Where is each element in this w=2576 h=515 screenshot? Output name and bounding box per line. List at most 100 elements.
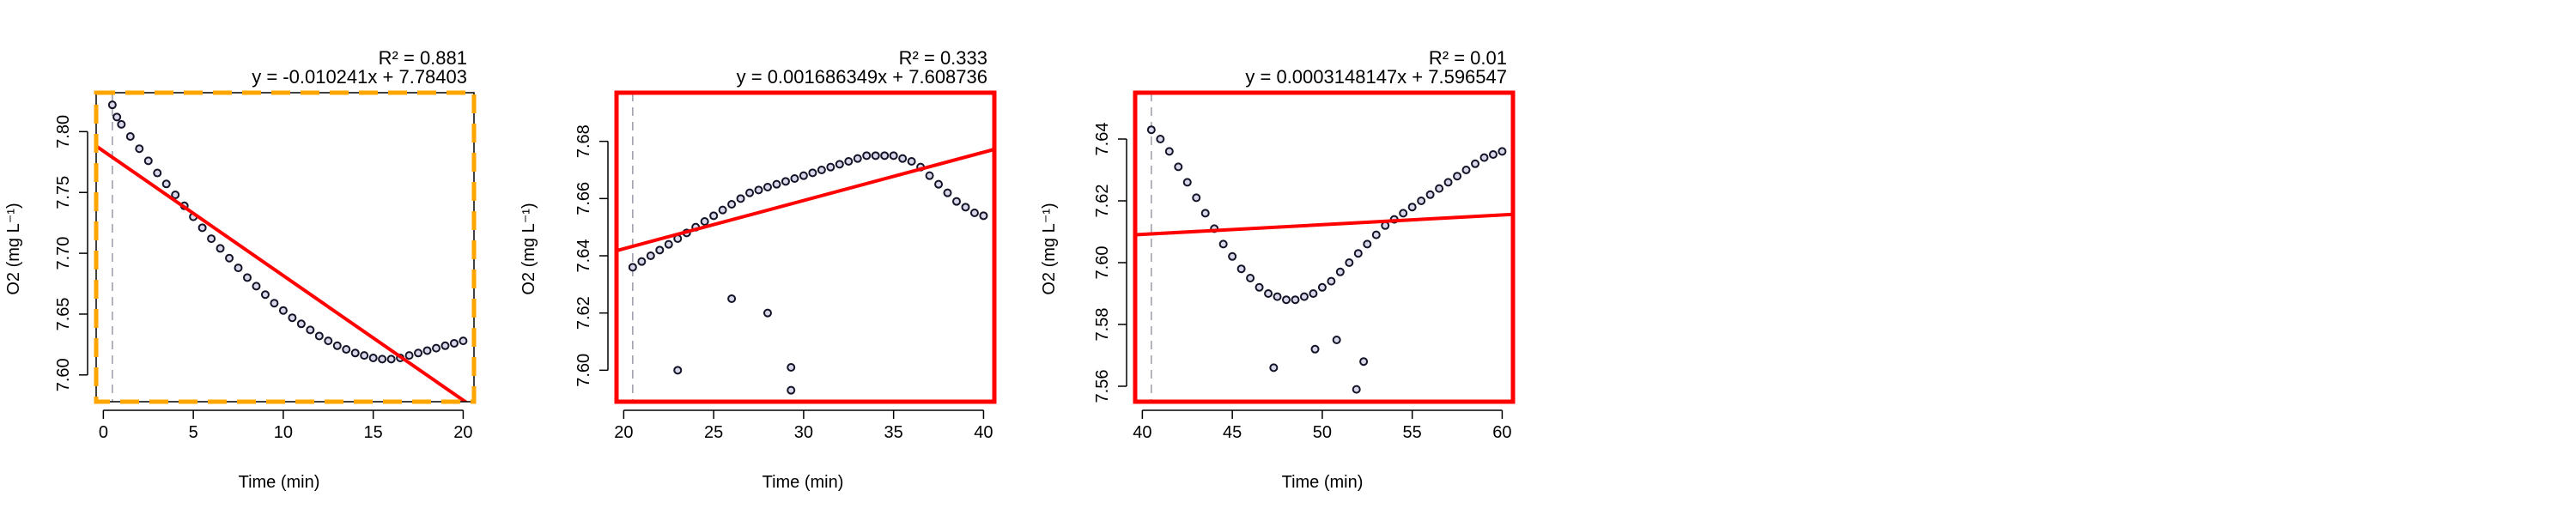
data-point [790,174,799,183]
panel-2-equation: y = 0.001686349x + 7.608736 [737,66,987,88]
data-point [826,162,835,172]
data-point [1182,178,1192,187]
data-point [862,151,872,161]
x-tick-label: 10 [274,423,293,442]
data-point [1407,203,1417,212]
x-tick-label: 5 [189,423,198,442]
data-point [125,132,135,142]
y-tick-label: 7.60 [1093,246,1112,280]
x-tick-label: 20 [614,423,633,442]
regression-line [1135,212,1513,237]
data-points [628,151,988,395]
data-point [1353,249,1363,258]
y-tick-label: 7.68 [574,124,593,158]
data-point [459,336,468,346]
data-point [1363,239,1372,249]
data-point [853,154,862,163]
data-point [260,290,270,300]
data-points [1146,125,1507,394]
data-point [655,245,665,255]
data-point [943,188,952,197]
data-point [1399,209,1408,218]
data-point [360,351,369,360]
y-tick-label: 7.60 [54,358,73,391]
data-point [112,112,122,122]
data-point [342,345,351,354]
data-point [332,341,342,350]
data-point [673,366,683,375]
data-point [727,200,737,209]
data-point [646,251,655,260]
plot-border [614,90,997,404]
data-point [143,156,153,166]
plot-border [94,90,477,404]
data-point [907,157,916,166]
panel-2-x-axis-title: Time (min) [762,473,844,492]
data-point [754,185,763,195]
data-point [1381,221,1390,230]
panel-2-y-axis-title: O2 (mg L⁻¹) [519,203,538,294]
regression-line [617,148,994,252]
data-point [350,348,360,358]
chart-panel-1: R² = 0.881 y = -0.010241x + 7.78403 Time… [4,47,477,492]
y-tick-label: 7.56 [1093,370,1112,403]
data-point [745,188,755,197]
data-point [1488,150,1498,159]
data-point [898,154,908,163]
x-tick-label: 20 [453,423,472,442]
data-point [772,179,781,189]
data-point [781,177,790,186]
data-point [1228,251,1237,261]
data-point [1273,292,1282,301]
data-point [808,168,817,178]
data-point [153,168,162,178]
data-point [207,234,216,244]
data-point [1200,209,1210,218]
data-point [969,209,979,217]
x-tick-label: 50 [1313,423,1332,442]
data-point [1309,289,1318,298]
data-point [404,351,414,360]
data-point [197,223,207,233]
data-point [324,336,333,346]
data-point [1317,282,1327,292]
data-point [1299,292,1309,301]
data-point [1417,197,1426,205]
data-point [1264,289,1273,298]
y-tick-label: 7.75 [54,176,73,209]
data-point [1332,336,1341,344]
data-point [306,325,315,335]
data-point [844,157,854,166]
panel-3-x-axis-title: Time (min) [1282,473,1364,492]
data-point [952,197,961,206]
data-point [1164,147,1174,156]
data-point [449,338,459,348]
data-point [386,354,396,364]
data-point [422,346,432,355]
x-tick-label: 40 [1133,423,1151,442]
data-point [1461,166,1471,174]
panel-1-y-axis-title: O2 (mg L⁻¹) [4,203,23,294]
y-tick-label: 7.65 [54,297,73,330]
data-point [161,179,171,189]
data-point [1192,193,1201,203]
data-point [1255,282,1264,292]
y-tick-label: 7.58 [1093,308,1112,342]
data-point [763,308,772,318]
x-tick-label: 40 [974,423,993,442]
data-point [925,171,934,180]
data-point [1371,230,1381,239]
panel-3-y-axis-title: O2 (mg L⁻¹) [1040,203,1059,294]
x-tick-label: 60 [1492,423,1511,442]
data-point [243,273,252,282]
data-point [270,299,279,308]
data-point [135,144,144,154]
x-tick-label: 15 [364,423,383,442]
data-point [787,363,796,372]
data-point [378,354,387,364]
data-point [1425,190,1435,199]
data-point [252,282,261,291]
data-point [234,264,243,273]
y-tick-label: 7.80 [54,115,73,148]
data-point [1352,385,1361,394]
